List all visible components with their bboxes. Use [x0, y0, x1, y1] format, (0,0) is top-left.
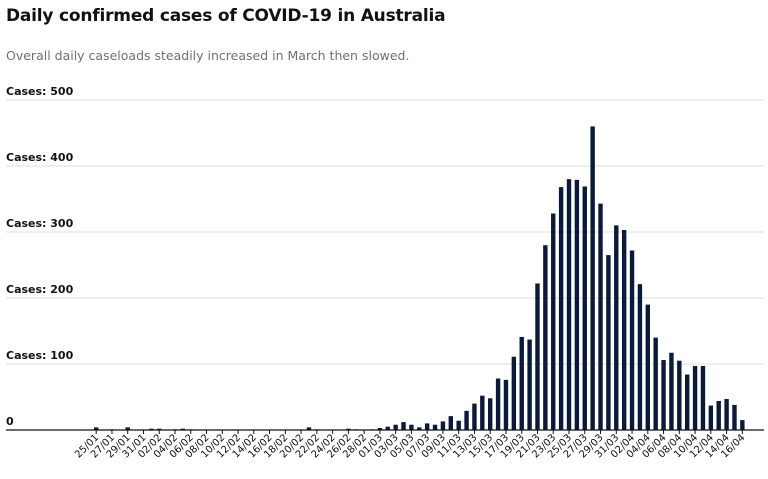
- bar: 07/03: 10: [425, 423, 429, 430]
- bar: 20/03: 137: [527, 340, 531, 430]
- bar: 05/03: 8: [409, 425, 413, 430]
- bar: 25/03: 380: [567, 179, 571, 430]
- bar: 26/03: 379: [575, 180, 579, 430]
- bar-chart: 0 Cases: 100 Cases: 200 Cases: 300 Cases: 40…: [0, 0, 768, 479]
- y-tick-label: Cases: 200: [6, 283, 74, 296]
- bar: 03/03: 8: [393, 425, 397, 430]
- bar: 08/04: 105: [677, 361, 681, 430]
- gridlines: [6, 100, 764, 364]
- bar: 14/04: 47: [724, 399, 728, 430]
- bar: 07/04: 117: [669, 353, 673, 430]
- bar: 18/03: 111: [512, 357, 516, 430]
- bar: 15/03: 48: [488, 398, 492, 430]
- y-tick-label: Cases: 300: [6, 217, 74, 230]
- x-axis-labels: 25/0127/0129/0131/0102/0204/0206/0208/02…: [73, 430, 747, 461]
- y-tick-label: Cases: 500: [6, 85, 74, 98]
- bar: 06/04: 106: [661, 360, 665, 430]
- bar: 01/04: 303: [622, 230, 626, 430]
- bar: 23/03: 328: [551, 214, 555, 430]
- bar: 31/03: 310: [614, 225, 618, 430]
- bar: 14/03: 52: [480, 396, 484, 430]
- bar: 16/03: 78: [496, 379, 500, 430]
- bar: 27/03: 369: [583, 186, 587, 430]
- bar: 09/03: 13: [441, 421, 445, 430]
- bar: 12/03: 29: [464, 411, 468, 430]
- bar: 10/04: 97: [693, 366, 697, 430]
- y-tick-label: 0: [6, 415, 14, 428]
- bar: 11/03: 14: [456, 421, 460, 430]
- bars: 25/01: 426/01: 027/01: 128/01: 029/01: 4…: [94, 126, 745, 430]
- bar: 13/04: 44: [717, 401, 721, 430]
- bar: 05/04: 140: [653, 338, 657, 430]
- y-axis-labels: 0 Cases: 100 Cases: 200 Cases: 300 Cases: 40…: [6, 85, 74, 428]
- y-tick-label: Cases: 100: [6, 349, 74, 362]
- bar: 10/03: 21: [449, 416, 453, 430]
- bar: 16/04: 15: [740, 420, 744, 430]
- bar: 13/03: 40: [472, 404, 476, 430]
- bar: 02/04: 272: [630, 250, 634, 430]
- bar: 22/03: 280: [543, 245, 547, 430]
- bar: 21/03: 222: [535, 283, 539, 430]
- bar: 30/03: 265: [606, 255, 610, 430]
- bar: 28/03: 460: [590, 126, 594, 430]
- bar: 12/04: 37: [709, 406, 713, 430]
- bar: 04/03: 12: [401, 422, 405, 430]
- y-tick-label: Cases: 400: [6, 151, 74, 164]
- bar: 09/04: 84: [685, 375, 689, 430]
- bar: 19/03: 141: [520, 337, 524, 430]
- bar: 24/03: 368: [559, 187, 563, 430]
- bar: 04/04: 190: [646, 305, 650, 430]
- bar: 29/03: 343: [598, 204, 602, 430]
- bar: 03/04: 221: [638, 284, 642, 430]
- bar: 17/03: 76: [504, 380, 508, 430]
- bar: 15/04: 38: [732, 405, 736, 430]
- bar: 08/03: 8: [433, 425, 437, 430]
- bar: 11/04: 97: [701, 366, 705, 430]
